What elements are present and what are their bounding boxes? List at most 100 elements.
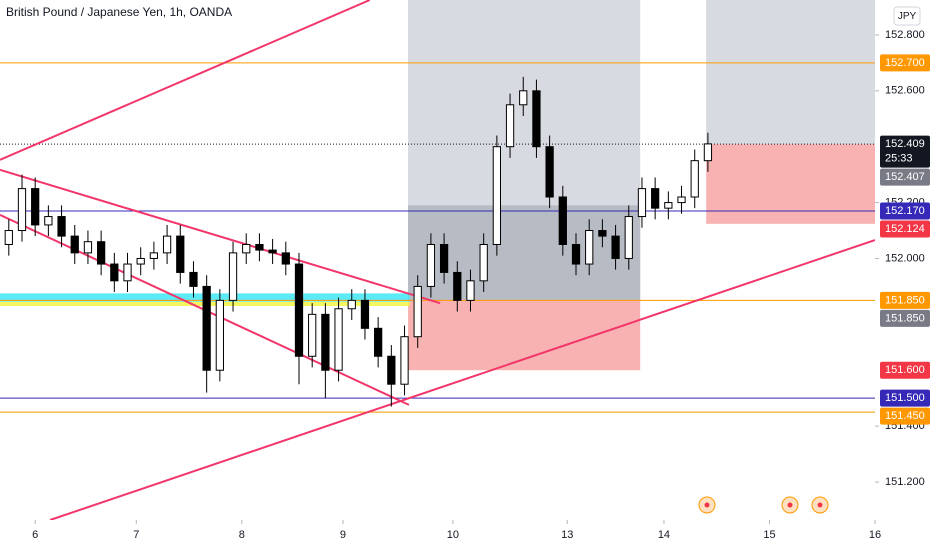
candle-body [374,327,383,357]
candle-body [136,257,145,265]
candle-body [677,196,686,204]
event-icon-dot [817,502,823,508]
candle-body [294,263,304,357]
candle-body [466,280,475,301]
event-icons [698,496,829,514]
event-icon-dot [787,502,793,508]
price-label-box [880,220,930,238]
price-label-box [880,135,930,168]
candle-body [123,263,132,282]
x-tick-label: 16 [869,529,881,541]
trend-line [49,239,875,520]
x-tick-label: 9 [340,529,346,541]
y-tick-label: 152.600 [885,85,925,97]
event-icon-dot [704,502,710,508]
candle-body [31,188,40,226]
candle-body [255,243,264,251]
candle-body [97,241,106,265]
candle-body [479,243,488,282]
candle-body [268,249,277,254]
candle-body [558,196,567,245]
candle-body [637,188,647,218]
candle-body [189,271,198,287]
candle-body [44,216,53,226]
price-label: 152.407 [885,171,925,183]
candle-body [281,252,290,265]
zone [706,144,875,224]
plot-area [0,0,875,520]
candle-body [242,243,251,254]
price-label: 151.850 [885,294,925,306]
candle-body [321,313,330,371]
x-tick-label: 6 [32,529,38,541]
candle-body [413,285,422,338]
candle-body [532,90,541,148]
x-tick-label: 8 [239,529,245,541]
price-label-box [880,54,930,72]
x-tick-label: 7 [133,529,139,541]
candle-body [545,146,554,198]
candle-body [690,160,699,198]
price-label: 151.600 [885,364,925,376]
price-label: 152.170 [885,205,925,217]
candle-body [426,243,436,287]
price-label: 152.409 [885,138,925,150]
price-label: 152.124 [885,223,925,235]
x-tick-label: 15 [763,529,775,541]
currency-box[interactable] [893,6,921,26]
candle-body [651,188,660,209]
x-tick-label: 10 [447,529,459,541]
candle-body [202,285,211,371]
y-tick-label: 152.800 [885,29,925,41]
candle-body [176,235,185,273]
candle-body [571,243,581,265]
x-tick-label: 13 [561,529,573,541]
candle-body [611,235,620,259]
candle-body [334,308,343,371]
price-label: 151.450 [885,410,925,422]
candle-body [664,202,673,209]
candle-body [439,243,449,273]
candle-body [598,230,607,237]
currency: JPY [898,11,917,22]
price-label: 152.700 [885,57,925,69]
chart-title: British Pound / Japanese Yen, 1h, OANDA [6,5,232,19]
candle-body [215,299,224,371]
zone [706,0,875,145]
price-label-box [880,389,930,407]
candle-body [624,216,633,259]
price-label-box [880,168,930,186]
candle-body [308,313,317,357]
candle-body [70,235,79,254]
candle-body [585,230,594,265]
price-label-box [880,407,930,425]
candle-body [57,216,66,237]
countdown: 25:33 [885,153,913,165]
candle-body [162,235,172,254]
price-label-box [880,309,930,327]
candle-body [703,143,713,162]
candle-body [453,271,462,301]
candle-body [492,146,501,245]
y-tick-label: 151.200 [885,476,925,488]
x-tick-label: 14 [658,529,670,541]
y-tick-label: 152.000 [885,252,925,264]
price-label: 151.500 [885,392,925,404]
trend-line [0,168,441,305]
candle-body [110,263,119,282]
candle-body [360,299,370,329]
candle-body [400,336,409,385]
trend-line [0,0,371,161]
candle-body [4,230,13,245]
candle-body [505,104,515,148]
candle-body [228,252,238,301]
candle-body [83,241,93,254]
candle-body [347,299,356,310]
candle-body [17,188,27,232]
price-label-box [880,361,930,379]
candle-body [149,252,159,259]
candle-body [387,355,396,385]
price-label: 151.850 [885,312,925,324]
